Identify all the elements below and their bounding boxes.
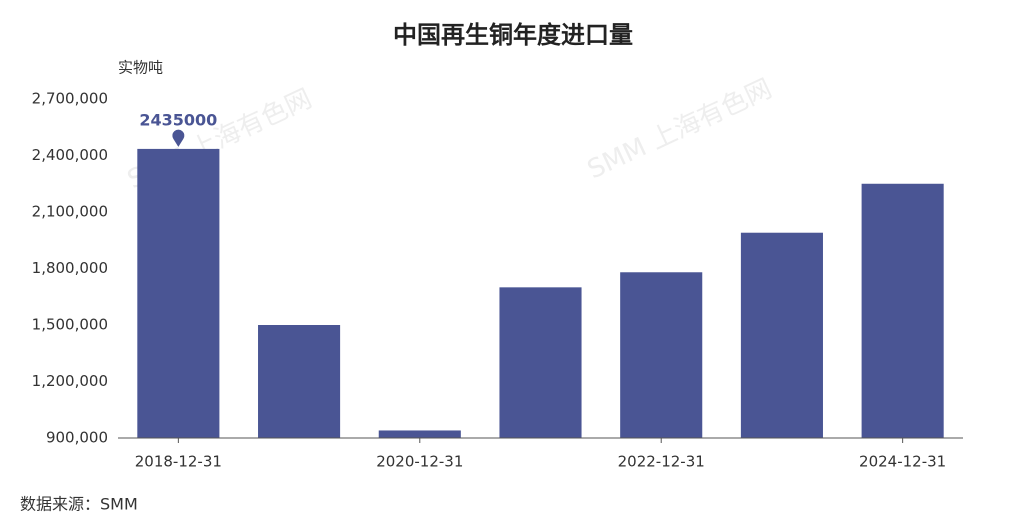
data-label: 2435000 — [139, 110, 217, 129]
y-tick-label: 2,100,000 — [32, 203, 108, 221]
bar — [861, 183, 944, 438]
bar — [378, 430, 461, 438]
y-tick-label: 1,500,000 — [32, 316, 108, 334]
source: 数据来源：SMM — [20, 495, 138, 514]
y-tick-label: 2,700,000 — [32, 90, 108, 108]
watermark: SMM 上海有色网 — [583, 74, 777, 186]
y-tick-label: 1,800,000 — [32, 259, 108, 277]
y-tick-label: 2,400,000 — [32, 146, 108, 164]
marker-pin — [172, 129, 185, 147]
bar — [258, 325, 341, 438]
y-axis-label: 实物吨 — [118, 59, 163, 77]
x-tick-label: 2022-12-31 — [618, 453, 705, 471]
x-tick-label: 2018-12-31 — [135, 453, 222, 471]
x-tick-label: 2024-12-31 — [859, 453, 946, 471]
chart-title: 中国再生铜年度进口量 — [393, 21, 633, 49]
bar — [137, 148, 220, 439]
bar — [620, 272, 703, 438]
bar — [740, 232, 823, 438]
y-tick-label: 900,000 — [46, 429, 108, 447]
x-tick-label: 2020-12-31 — [376, 453, 463, 471]
y-tick-label: 1,200,000 — [32, 372, 108, 390]
bar — [499, 287, 582, 438]
